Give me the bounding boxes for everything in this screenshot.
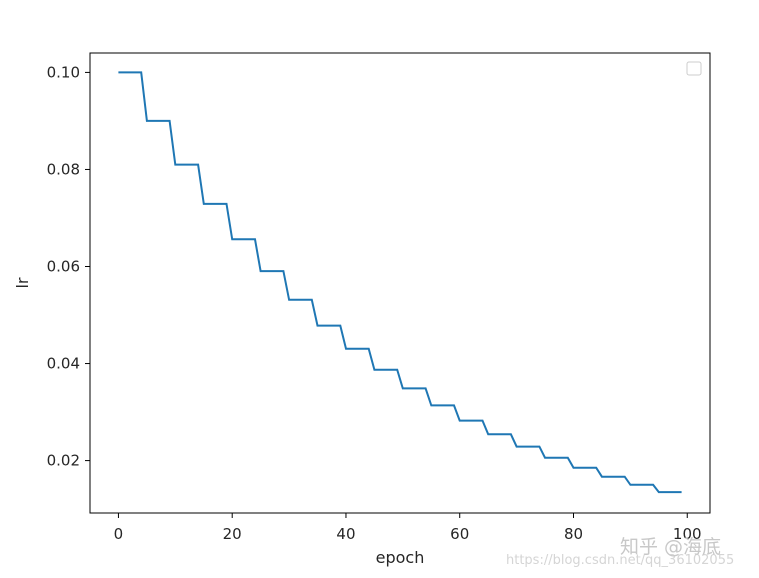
y-tick-label: 0.06 — [47, 258, 80, 276]
y-tick-label: 0.04 — [47, 355, 80, 373]
watermark-brand: 知乎 @海底 — [620, 536, 721, 558]
y-tick-label: 0.10 — [47, 63, 80, 81]
x-axis: 0 20 40 60 80 100 — [114, 513, 702, 543]
y-tick-label: 0.02 — [47, 452, 80, 470]
y-tick-label: 0.08 — [47, 160, 80, 178]
series-line-lr — [118, 71, 682, 494]
x-tick-label: 80 — [564, 525, 583, 543]
x-axis-label: epoch — [376, 548, 425, 567]
y-axis: 0.02 0.04 0.06 0.08 0.10 — [47, 63, 90, 470]
plot-area — [89, 52, 711, 514]
x-tick-label: 40 — [336, 525, 355, 543]
x-tick-label: 60 — [450, 525, 469, 543]
x-tick-label: 0 — [114, 525, 124, 543]
y-axis-label: lr — [13, 277, 32, 288]
watermark-url: https://blog.csdn.net/qq_36102055 — [506, 553, 734, 568]
legend-box — [686, 61, 702, 76]
x-tick-label: 100 — [673, 525, 702, 543]
x-tick-label: 20 — [223, 525, 242, 543]
